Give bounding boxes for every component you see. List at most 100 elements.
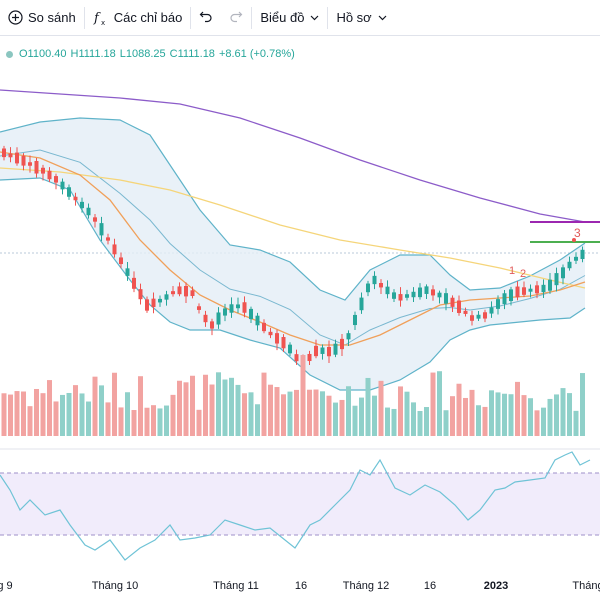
volume-bar — [339, 399, 345, 436]
candle-down — [119, 257, 123, 265]
candle-up — [67, 187, 71, 197]
x-axis-label: Tháng 10 — [91, 580, 139, 592]
ma-purple-line — [0, 89, 586, 223]
redo-button[interactable] — [221, 0, 251, 36]
volume-bar — [515, 381, 520, 436]
rsi-band — [0, 473, 600, 535]
volume-bar — [417, 410, 423, 436]
candle-up — [405, 294, 409, 298]
volume-bar — [209, 384, 215, 436]
volume-bar — [560, 388, 566, 436]
candle-down — [190, 290, 195, 296]
candle-down — [151, 298, 156, 308]
volume-bar — [320, 391, 325, 436]
candle-down — [177, 286, 182, 295]
profile-dropdown[interactable]: Hồ sơ — [328, 0, 394, 36]
compare-button[interactable]: So sánh — [0, 0, 84, 36]
candle-down — [2, 148, 6, 158]
candle-down — [327, 346, 331, 357]
candle-up — [236, 304, 240, 309]
undo-button[interactable] — [191, 0, 221, 36]
candle-up — [411, 291, 416, 298]
candle-down — [535, 285, 539, 294]
ma-yellow-line — [0, 167, 586, 289]
candle-up — [541, 284, 546, 293]
volume-bar — [463, 397, 468, 436]
candle-down — [294, 354, 299, 362]
candle-up — [86, 207, 91, 216]
candle-up — [216, 312, 221, 325]
volume-bar — [508, 394, 514, 436]
candle-down — [242, 302, 247, 313]
x-axis-label: 16 — [423, 580, 437, 592]
candle-up — [580, 249, 585, 260]
volume-bar — [287, 391, 293, 436]
candle-down — [106, 237, 110, 241]
volume-bar — [27, 406, 33, 436]
bollinger-band-fill — [0, 118, 585, 390]
volume-bar — [372, 395, 377, 436]
candle-down — [73, 196, 78, 201]
candle-up — [574, 256, 578, 261]
candle-up — [229, 304, 234, 313]
volume-bar — [385, 407, 390, 436]
volume-bar — [60, 394, 65, 436]
ma-orange-line — [0, 151, 586, 346]
volume-bar — [307, 389, 312, 436]
volume-bar — [365, 377, 371, 436]
volume-bar — [547, 398, 553, 436]
candle-up — [80, 201, 84, 209]
volume-bar — [99, 385, 104, 436]
candle-down — [210, 321, 214, 329]
candle-down — [314, 345, 318, 357]
volume-bar — [86, 401, 91, 436]
marker-dot — [572, 238, 576, 242]
volume-bar — [73, 385, 78, 436]
volume-bar — [248, 392, 254, 436]
volume-bar — [398, 386, 403, 436]
volume-bar — [430, 372, 436, 436]
volume-bar — [489, 390, 494, 436]
ohlc-high: H1111.18 — [70, 48, 116, 60]
svg-text:f: f — [93, 11, 101, 26]
candle-down — [275, 333, 279, 344]
compare-label: So sánh — [28, 10, 76, 25]
volume-bar — [164, 405, 169, 436]
volume-bar — [352, 405, 358, 436]
toolbar-divider — [190, 6, 192, 29]
volume-bar — [177, 380, 182, 436]
volume-bar — [40, 393, 46, 436]
ohlc-change: +8.61 (+0.78%) — [218, 48, 295, 60]
candle-up — [561, 267, 565, 279]
legend-dot-icon — [6, 50, 13, 58]
volume-bar — [216, 372, 221, 436]
bollinger-lower-line — [0, 177, 586, 391]
toolbar-divider — [327, 6, 329, 29]
candle-down — [54, 176, 58, 183]
volume-bar — [125, 392, 130, 436]
candle-up — [548, 279, 552, 291]
volume-bar — [274, 387, 280, 436]
chart-type-label: Biểu đồ — [260, 10, 305, 25]
candle-up — [125, 268, 130, 276]
volume-bar — [437, 371, 442, 436]
candle-up — [496, 299, 500, 309]
volume-bar — [92, 376, 98, 436]
volume-bar — [47, 380, 52, 436]
price-chart-canvas[interactable] — [0, 36, 600, 580]
candle-up — [158, 298, 162, 303]
chart-type-dropdown[interactable]: Biểu đồ — [252, 0, 327, 36]
x-axis-label: g 9 — [0, 580, 13, 592]
volume-bar — [573, 410, 579, 436]
candle-up — [489, 307, 494, 314]
candle-down — [203, 314, 208, 323]
volume-bar — [183, 382, 189, 436]
volume-bar — [456, 383, 462, 436]
redo-icon — [229, 9, 243, 26]
volume-bar — [482, 406, 488, 436]
volume-bar — [534, 410, 540, 436]
candle-up — [392, 292, 396, 299]
candle-down — [112, 244, 117, 255]
